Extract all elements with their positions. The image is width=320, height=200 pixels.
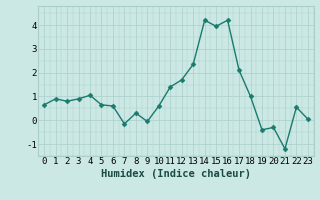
X-axis label: Humidex (Indice chaleur): Humidex (Indice chaleur) [101,169,251,179]
